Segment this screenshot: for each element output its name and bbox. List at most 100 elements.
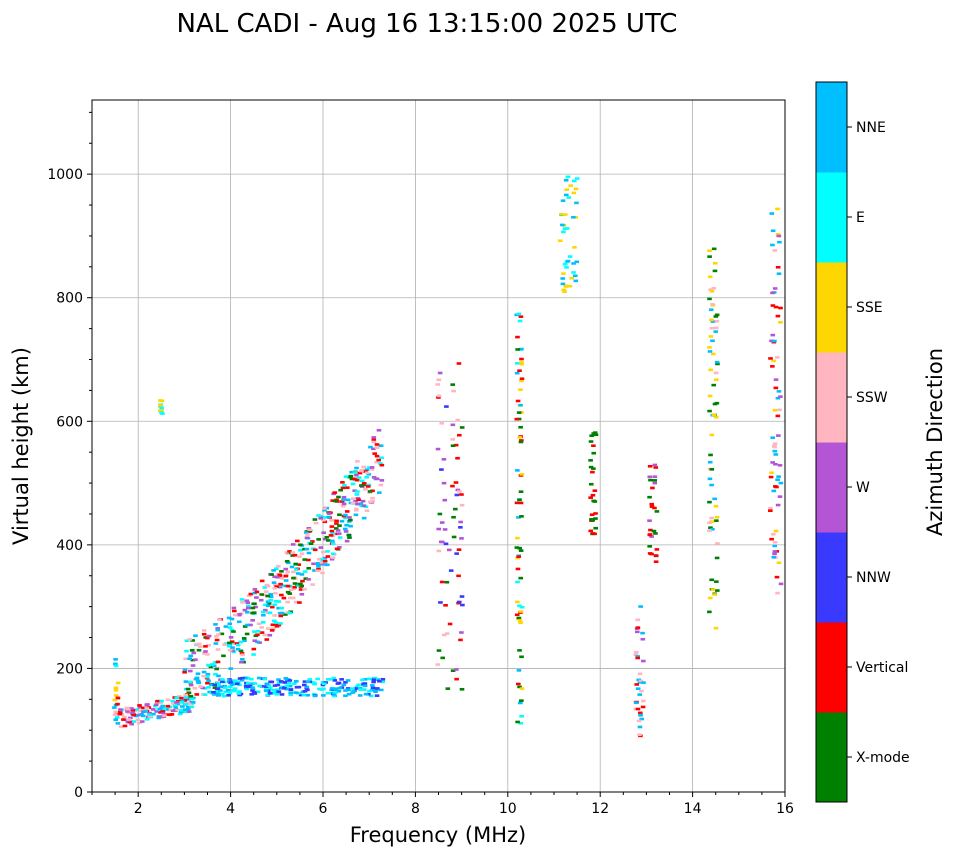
echo-point xyxy=(290,596,296,600)
echo-point xyxy=(217,618,222,621)
echo-point xyxy=(113,710,118,714)
echo-point xyxy=(286,681,292,685)
echo-point xyxy=(296,563,302,566)
echo-point xyxy=(515,536,520,540)
echo-point xyxy=(242,625,248,628)
echo-point xyxy=(337,524,342,527)
x-tick-label: 8 xyxy=(411,801,420,817)
echo-point xyxy=(315,561,321,565)
echo-point xyxy=(344,510,350,513)
echo-point xyxy=(653,532,658,535)
echo-point xyxy=(255,633,260,637)
x-tick-label: 4 xyxy=(226,801,235,817)
echo-point xyxy=(293,600,299,604)
echo-point xyxy=(278,614,284,618)
echo-point xyxy=(359,479,365,483)
echo-point xyxy=(709,468,715,471)
echo-point xyxy=(438,601,443,604)
echo-point xyxy=(778,481,784,485)
echo-point xyxy=(637,693,642,696)
echo-point xyxy=(182,699,188,702)
echo-point xyxy=(637,711,643,715)
colorbar-swatch xyxy=(816,352,847,443)
echo-point xyxy=(263,688,269,691)
echo-point xyxy=(194,642,199,646)
echo-point xyxy=(713,626,719,630)
echo-point xyxy=(363,488,368,491)
echo-point xyxy=(228,667,234,670)
echo-point xyxy=(353,687,358,690)
echo-point xyxy=(157,404,163,407)
echo-point xyxy=(458,638,463,642)
echo-point xyxy=(436,396,441,399)
echo-point xyxy=(122,724,128,728)
echo-point xyxy=(768,506,773,510)
echo-point xyxy=(216,633,221,636)
echo-point xyxy=(201,632,207,636)
echo-point xyxy=(349,470,354,474)
echo-point xyxy=(326,539,331,542)
echo-point xyxy=(237,677,243,680)
echo-point xyxy=(248,592,254,596)
echo-point xyxy=(215,692,221,695)
echo-point xyxy=(263,590,269,593)
y-tick-label: 400 xyxy=(56,538,83,554)
echo-point xyxy=(216,674,221,678)
echo-point xyxy=(341,498,346,502)
echo-point xyxy=(714,326,719,330)
echo-point xyxy=(252,639,258,642)
echo-point xyxy=(287,611,293,615)
echo-point xyxy=(316,538,321,541)
echo-point xyxy=(340,486,346,490)
echo-point xyxy=(715,589,720,592)
echo-point xyxy=(288,691,294,695)
echo-point xyxy=(715,362,720,366)
echo-point xyxy=(113,658,118,661)
echo-point xyxy=(275,683,281,687)
echo-point xyxy=(140,714,146,718)
echo-point xyxy=(450,383,456,386)
echo-point xyxy=(439,580,445,584)
echo-point xyxy=(633,653,639,657)
echo-point xyxy=(776,234,782,238)
echo-point xyxy=(265,627,271,630)
echo-point xyxy=(254,590,260,594)
echo-point xyxy=(236,692,242,695)
echo-point xyxy=(283,613,288,616)
echo-point xyxy=(332,491,338,494)
echo-point xyxy=(258,598,264,602)
echo-point xyxy=(769,339,774,343)
echo-point xyxy=(775,503,781,507)
echo-point xyxy=(113,694,119,697)
echo-point xyxy=(710,588,716,591)
echo-point xyxy=(329,529,335,533)
echo-point xyxy=(276,690,282,693)
echo-point xyxy=(591,451,597,455)
echo-point xyxy=(516,682,521,686)
echo-point xyxy=(559,212,564,216)
echo-point xyxy=(210,663,215,666)
echo-point xyxy=(379,463,385,467)
echo-point xyxy=(775,207,780,211)
echo-point xyxy=(566,196,572,199)
echo-point xyxy=(778,321,783,324)
echo-point xyxy=(339,519,345,523)
echo-point xyxy=(361,482,367,485)
echo-point xyxy=(274,623,280,627)
echo-point xyxy=(647,495,652,499)
echo-point xyxy=(284,684,290,688)
echo-point xyxy=(518,490,524,494)
echo-point xyxy=(283,677,289,680)
echo-point xyxy=(448,569,454,572)
echo-point xyxy=(516,516,521,519)
echo-point xyxy=(138,709,144,713)
echo-point xyxy=(293,691,299,694)
echo-point xyxy=(518,425,523,429)
echo-point xyxy=(318,562,323,566)
echo-point xyxy=(274,585,279,588)
echo-point xyxy=(593,517,598,520)
echo-point xyxy=(518,403,523,407)
echo-point xyxy=(159,716,164,719)
echo-point xyxy=(435,383,440,386)
echo-point xyxy=(325,555,331,558)
